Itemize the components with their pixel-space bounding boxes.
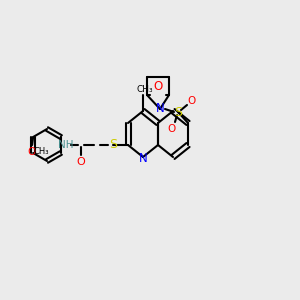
Text: O: O — [76, 157, 85, 167]
Text: O: O — [168, 124, 176, 134]
Text: O: O — [153, 80, 163, 94]
Text: CH₃: CH₃ — [137, 85, 153, 94]
Text: NH: NH — [58, 140, 74, 150]
Text: N: N — [156, 103, 164, 116]
Text: N: N — [139, 152, 147, 164]
Text: S: S — [174, 106, 182, 118]
Text: CH₃: CH₃ — [33, 148, 49, 157]
Text: O: O — [187, 96, 195, 106]
Text: S: S — [109, 139, 117, 152]
Text: O: O — [27, 147, 35, 157]
